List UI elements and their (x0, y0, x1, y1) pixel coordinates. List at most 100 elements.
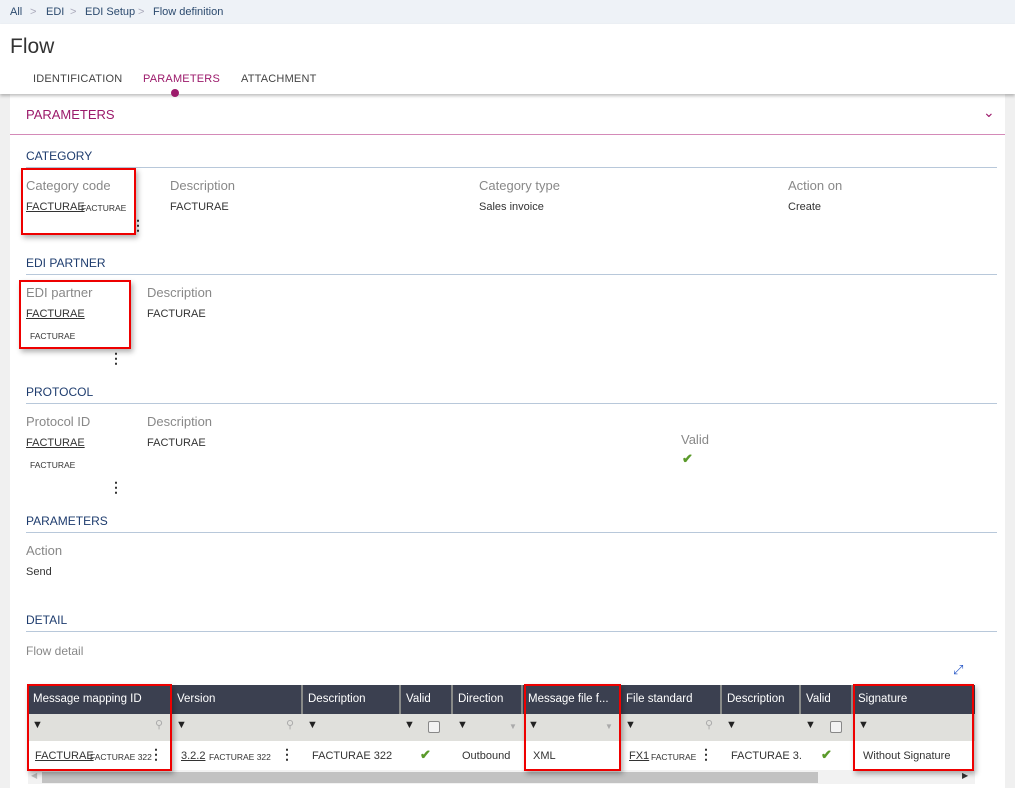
mapping-id-desc: FACTURAE 322 (90, 752, 152, 762)
mapping-id-link[interactable]: FACTURAE (35, 750, 94, 762)
column-header-version[interactable]: Version (172, 685, 303, 714)
detail-heading: DETAIL (26, 613, 68, 627)
chevron-down-icon[interactable]: ⌄ (983, 104, 995, 120)
column-header-fs-valid[interactable]: Valid (801, 685, 853, 714)
category-heading: CATEGORY (26, 149, 93, 163)
valid-filter-checkbox[interactable] (428, 721, 440, 733)
protocol-id-link[interactable]: FACTURAE (26, 437, 85, 449)
search-icon[interactable]: ⚲ (705, 719, 714, 731)
action-label: Action (26, 543, 63, 558)
highlight-box (853, 684, 974, 771)
more-vertical-icon[interactable]: ⋮ (699, 747, 713, 761)
column-header-fs-description[interactable]: Description (722, 685, 801, 714)
scroll-left-icon[interactable]: ◀ (31, 771, 38, 780)
highlight-box (524, 684, 621, 771)
checkmark-icon: ✔ (821, 747, 832, 762)
filter-icon[interactable]: ▼ (404, 719, 415, 731)
filter-icon[interactable]: ▼ (32, 719, 43, 731)
dropdown-arrow-icon[interactable]: ▼ (605, 722, 613, 731)
action-on: Create (788, 201, 822, 213)
filter-icon[interactable]: ▼ (726, 719, 737, 731)
more-vertical-icon[interactable]: ⋮ (280, 747, 294, 761)
scrollbar-thumb[interactable] (42, 772, 818, 783)
filter-row (28, 714, 975, 741)
panel-title: PARAMETERS (26, 107, 115, 122)
page-title: Flow (10, 35, 55, 58)
checkmark-icon: ✔ (420, 747, 431, 762)
highlight-box (27, 684, 172, 771)
column-header-valid[interactable]: Valid (401, 685, 453, 714)
file-standard-link[interactable]: FX1 (629, 750, 650, 762)
search-icon[interactable]: ⚲ (155, 719, 164, 731)
parameters-heading: PARAMETERS (26, 514, 108, 528)
version-desc: FACTURAE 322 (209, 752, 271, 762)
page-header: Flow IDENTIFICATION PARAMETERS ATTACHMEN… (0, 24, 1015, 97)
valid-filter-checkbox[interactable] (830, 721, 842, 733)
dropdown-arrow-icon[interactable]: ▼ (509, 722, 517, 731)
direction-cell: Outbound (462, 750, 511, 762)
flow-detail-title: Flow detail (26, 644, 84, 658)
filter-icon[interactable]: ▼ (625, 719, 636, 731)
version-link[interactable]: 3.2.2 (181, 750, 206, 762)
scroll-right-icon[interactable]: ▶ (962, 771, 969, 780)
protocol-id-label: Protocol ID (26, 414, 91, 429)
protocol-heading: PROTOCOL (26, 385, 94, 399)
file-standard-desc: FACTURAE (651, 752, 697, 762)
expand-icon[interactable]: ⤢ (953, 662, 964, 677)
highlight-box (21, 168, 136, 235)
tab-attachment[interactable]: ATTACHMENT (241, 73, 317, 85)
description-label: Description (147, 285, 213, 300)
protocol-description: FACTURAE (147, 437, 206, 449)
filter-icon[interactable]: ▼ (858, 719, 869, 731)
chevron-right-icon: > (138, 6, 145, 18)
tab-parameters[interactable]: PARAMETERS (143, 73, 220, 85)
checkmark-icon: ✔ (682, 451, 693, 466)
breadcrumb-flow-definition: Flow definition (153, 6, 224, 18)
active-tab-indicator (171, 89, 179, 97)
breadcrumb-edi-setup[interactable]: EDI Setup (85, 6, 136, 18)
edi-partner-description: FACTURAE (147, 308, 206, 320)
filter-icon[interactable]: ▼ (805, 719, 816, 731)
divider (26, 631, 997, 632)
more-vertical-icon[interactable]: ⋮ (109, 480, 123, 494)
filter-icon[interactable]: ▼ (307, 719, 318, 731)
action-on-label: Action on (788, 178, 843, 193)
category-code-desc: FACTURAE (81, 203, 127, 213)
column-header-direction[interactable]: Direction (453, 685, 523, 714)
parameters-panel (10, 94, 1005, 788)
breadcrumb-edi[interactable]: EDI (46, 6, 65, 18)
chevron-right-icon: > (70, 6, 77, 18)
column-header-message-mapping-id[interactable]: Message mapping ID (28, 685, 172, 714)
action-value: Send (26, 566, 52, 578)
category-description: FACTURAE (170, 201, 229, 213)
table-row[interactable] (28, 741, 975, 770)
panel-divider (10, 134, 1005, 135)
description-label: Description (170, 178, 236, 193)
category-type-label: Category type (479, 178, 560, 193)
edi-partner-desc: FACTURAE (30, 331, 76, 341)
divider (26, 403, 997, 404)
edi-partner-label: EDI partner (26, 285, 93, 300)
divider (26, 274, 997, 275)
filter-icon[interactable]: ▼ (176, 719, 187, 731)
protocol-id-desc: FACTURAE (30, 460, 76, 470)
divider (26, 167, 997, 168)
description-label: Description (147, 414, 213, 429)
search-icon[interactable]: ⚲ (286, 719, 295, 731)
category-type: Sales invoice (479, 201, 544, 213)
column-header-signature[interactable]: Signature (853, 685, 975, 714)
fs-description-cell: FACTURAE 3. (731, 750, 802, 762)
filter-icon[interactable]: ▼ (528, 719, 539, 731)
more-vertical-icon[interactable]: ⋮ (109, 351, 123, 365)
column-header-file-standard[interactable]: File standard (621, 685, 722, 714)
tab-identification[interactable]: IDENTIFICATION (33, 73, 123, 85)
filter-icon[interactable]: ▼ (457, 719, 468, 731)
edi-partner-link[interactable]: FACTURAE (26, 308, 85, 320)
file-format-cell: XML (533, 750, 556, 762)
chevron-right-icon: > (30, 6, 37, 18)
column-header-description[interactable]: Description (303, 685, 401, 714)
breadcrumb-all[interactable]: All (10, 6, 23, 18)
category-code-link[interactable]: FACTURAE (26, 201, 85, 213)
valid-label: Valid (681, 432, 709, 447)
breadcrumb: All > EDI > EDI Setup > Flow definition (0, 0, 1015, 24)
